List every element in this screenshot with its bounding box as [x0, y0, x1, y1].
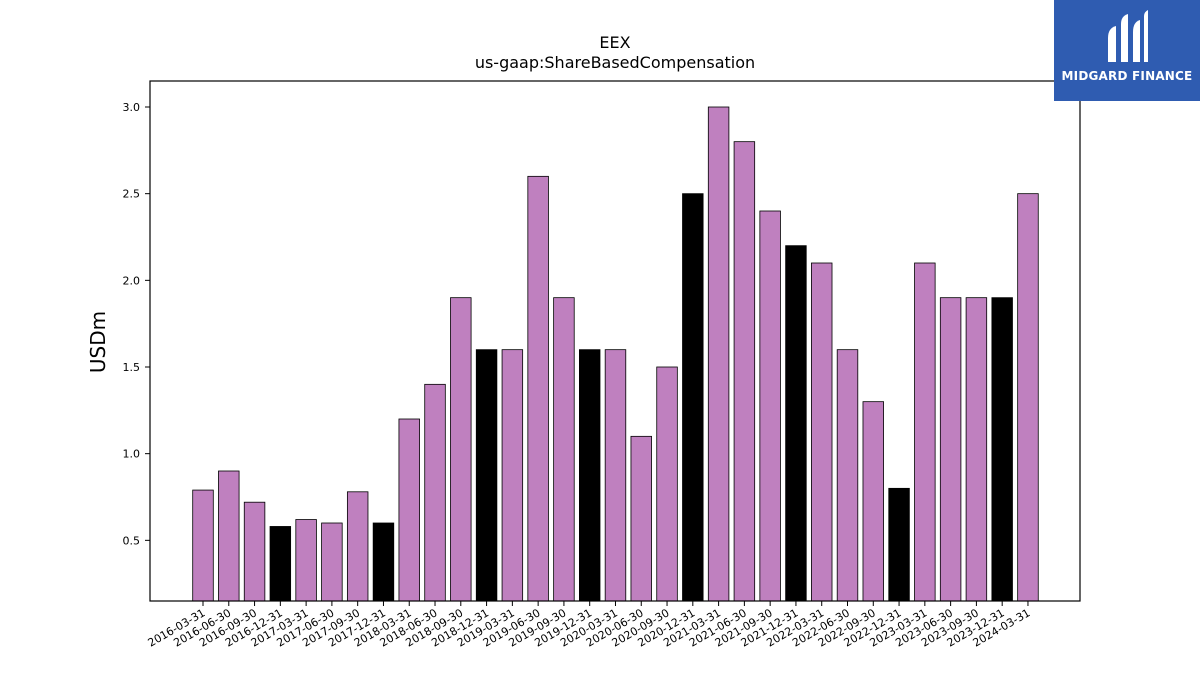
bar-2023-03-31	[914, 262, 936, 602]
bar-2022-12-31	[888, 487, 910, 602]
bar-2023-06-30	[939, 297, 962, 602]
bar-2016-09-30	[243, 501, 266, 602]
bar-2021-06-30	[733, 141, 756, 602]
y-axis-label: USDm	[86, 311, 110, 373]
y-tick-label: 2.0	[123, 274, 141, 287]
chart-title: EEX	[599, 33, 630, 52]
bar-2021-12-31	[785, 245, 807, 602]
bar-2021-09-30	[759, 210, 781, 602]
bar-2017-12-31	[372, 522, 395, 602]
bar-2020-06-30	[630, 435, 652, 602]
bar-2022-06-30	[836, 349, 859, 602]
bar-2018-03-31	[398, 418, 420, 602]
bar-2016-12-31	[269, 526, 292, 602]
y-tick-label: 1.5	[123, 361, 141, 374]
brand-logo: MIDGARD FINANCE	[1054, 0, 1200, 101]
bar-2023-12-31	[991, 297, 1013, 602]
bar-2017-09-30	[346, 491, 369, 602]
bar-2017-03-31	[295, 519, 317, 602]
plot-frame	[149, 80, 1081, 602]
bar-2018-06-30	[424, 383, 446, 602]
bar-2017-06-30	[321, 522, 343, 602]
y-tick-label: 2.5	[123, 188, 141, 201]
bar-2019-06-30	[527, 175, 549, 602]
y-tick-label: 1.0	[123, 448, 141, 461]
bar-2019-12-31	[579, 349, 601, 602]
y-tick-label: 0.5	[123, 534, 141, 547]
bar-2019-03-31	[501, 349, 524, 602]
bar-2019-09-30	[553, 297, 575, 602]
y-tick-label: 3.0	[123, 101, 141, 114]
bar-2016-03-31	[192, 489, 214, 602]
bar-2018-12-31	[475, 349, 498, 602]
x-axis: 2016-03-312016-06-302016-09-302016-12-31…	[146, 601, 1032, 650]
bar-2020-03-31	[604, 349, 627, 602]
chart-subtitle: us-gaap:ShareBasedCompensation	[475, 53, 755, 72]
bar-2020-09-30	[656, 366, 678, 602]
bar-2016-06-30	[218, 470, 240, 602]
y-axis: 0.5 1.0 1.5 2.0 2.5 3.0	[123, 101, 150, 547]
bar-2020-12-31	[682, 193, 704, 602]
bar-2021-03-31	[707, 106, 730, 602]
bar-2023-09-30	[965, 297, 988, 602]
midgard-logo-icon	[1108, 10, 1148, 62]
bars-group	[192, 106, 1039, 602]
brand-logo-text: MIDGARD FINANCE	[1061, 69, 1193, 83]
bar-2022-09-30	[862, 401, 884, 602]
bar-2024-03-31	[1017, 193, 1039, 602]
bar-2022-03-31	[811, 262, 833, 602]
bar-2018-09-30	[450, 297, 472, 602]
